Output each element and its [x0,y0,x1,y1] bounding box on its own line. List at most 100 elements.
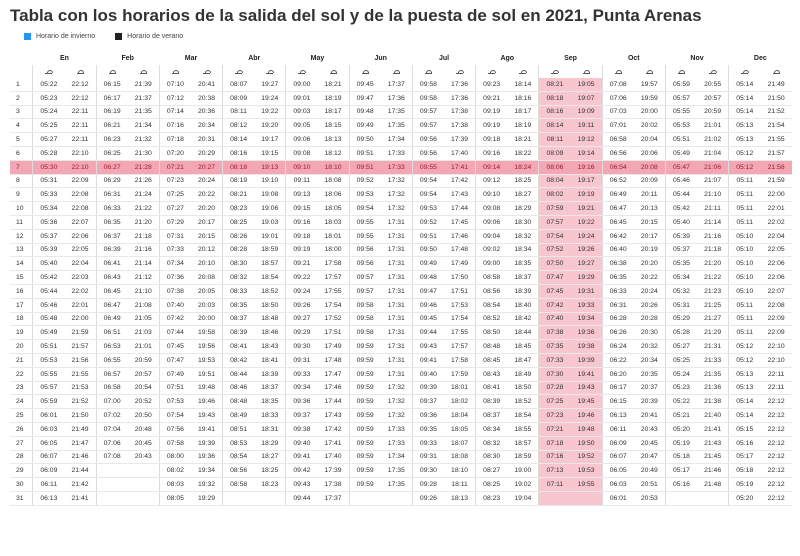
sunset-time: 19:51 [190,367,223,382]
sunrise-time: 05:11 [728,215,761,230]
sunrise-time: 09:50 [348,132,381,147]
icon-cell [697,65,729,78]
sunrise-time: 06:22 [601,353,634,368]
sunrise-time: 06:13 [601,408,634,423]
sunset-time: 18:57 [254,256,286,272]
sunset-time: 21:01 [697,118,729,134]
sunset-time: 21:32 [127,132,160,147]
sunset-time: 18:55 [507,422,539,437]
sunrise-time: 06:03 [32,422,65,437]
sunset-time: 18:25 [507,174,539,189]
sunrise-time: 08:33 [222,284,255,299]
sunset-time: 21:26 [127,174,160,189]
sunrise-time: 06:55 [95,353,128,368]
day-number: 5 [10,132,33,147]
sunset-time: 22:08 [64,187,97,203]
sunrise-time: 08:41 [475,381,508,396]
sunrise-time: 05:25 [32,118,65,134]
sunrise-time: 05:13 [728,132,761,147]
sunset-time: 20:03 [190,298,223,313]
icon-cell [317,65,349,78]
sunset-time: 20:05 [190,284,223,299]
sunrise-time: 07:03 [601,105,634,120]
sunrise-time: 07:45 [538,284,571,299]
day-number: 6 [10,146,33,161]
sunset-time: 21:43 [697,436,729,451]
sunrise-time: 05:12 [728,146,761,161]
sunset-time: 19:21 [570,201,603,216]
sunrise-time: 08:37 [475,408,508,423]
sunrise-time: 06:43 [95,270,128,285]
month-header: Mar [184,54,198,62]
sunset-time: 19:13 [254,160,286,175]
sunset-time: 21:44 [64,463,97,479]
sunrise-time: 08:18 [538,91,571,106]
sunset-time: 17:53 [444,298,476,313]
sunrise-time: 06:17 [601,381,634,396]
sunset-time: 21:24 [127,187,160,203]
sunset-time: 20:45 [127,436,160,451]
sunrise-time: 06:07 [601,450,634,465]
sunrise-time: 06:40 [601,243,634,258]
sunset-time: 21:14 [127,256,160,272]
icon-cell [32,65,65,78]
table-row-current-day: 7 05:30 22:10 06:27 21:28 07:21 20:27 08:18 19:1… [10,160,792,175]
sunrise-time: 06:01 [601,491,634,506]
sunset-time: 22:08 [64,201,97,216]
sunset-time: 19:20 [254,118,286,134]
sunrise-time: 09:57 [411,118,444,134]
sunrise-time: 08:04 [538,174,571,189]
sunset-time: 21:55 [64,367,97,382]
sunrise-time: 06:56 [601,146,634,161]
sunset-time: 19:00 [507,463,539,479]
sunset-time: 22:11 [64,105,97,120]
sunset-time: 20:10 [190,256,223,272]
sunrise-time: 09:55 [348,215,381,230]
sunrise-time: 09:56 [411,146,444,161]
sunrise-time: 09:47 [348,91,381,106]
sunrise-time: 06:47 [601,201,634,216]
sunrise-time: 09:54 [411,187,444,203]
sunset-time: 21:53 [64,381,97,396]
sunset-time: 17:42 [317,422,350,437]
legend: Horario de invierno Horario de verano [24,33,203,40]
sunrise-time: 07:25 [538,394,571,410]
sunrise-time: 07:38 [538,325,571,341]
icon-cell [538,65,571,78]
sunrise-time: 09:52 [348,174,381,189]
sunrise-time: 05:55 [664,105,698,120]
sunset-time: 21:41 [697,422,729,437]
sunrise-time: 08:48 [475,339,508,354]
sunrise-icon [551,67,559,74]
sunset-time: 19:24 [570,229,603,244]
sunrise-time: 09:06 [285,132,318,147]
sunrise-time: 05:37 [664,243,698,258]
table-row: 26 06:03 21:49 07:04 20:48 07:56 19:41 08:51 18:… [10,422,792,437]
sunset-time: 17:55 [444,325,476,341]
sunrise-time: 09:05 [285,118,318,134]
sunrise-time: 09:22 [285,270,318,285]
sunrise-time: 05:55 [32,367,65,382]
sunrise-time: 06:42 [601,229,634,244]
sunrise-time: 05:10 [728,270,761,285]
sunrise-time: 05:16 [664,477,698,492]
sunrise-time: 07:10 [158,78,191,92]
sunset-time: 21:49 [760,78,792,92]
sunrise-time: 05:35 [664,256,698,272]
sunset-time: 21:54 [760,118,792,134]
day-number: 7 [10,160,33,175]
sunrise-time: 05:12 [728,160,761,175]
sunrise-time: 09:57 [348,284,381,299]
sunrise-time: 09:56 [348,256,381,272]
sunrise-time: 08:02 [158,463,191,479]
sunset-time: 21:31 [697,339,729,354]
day-number: 30 [10,477,33,492]
sunset-time: 21:34 [127,118,160,134]
sunset-time: 17:37 [317,491,350,506]
sunrise-time: 05:46 [32,298,65,313]
sunset-time: 20:15 [633,215,666,230]
sunset-time: 20:00 [190,312,223,327]
day-number: 31 [10,491,33,506]
sunset-time: 18:00 [317,243,350,258]
sunset-time: 17:31 [380,215,413,230]
